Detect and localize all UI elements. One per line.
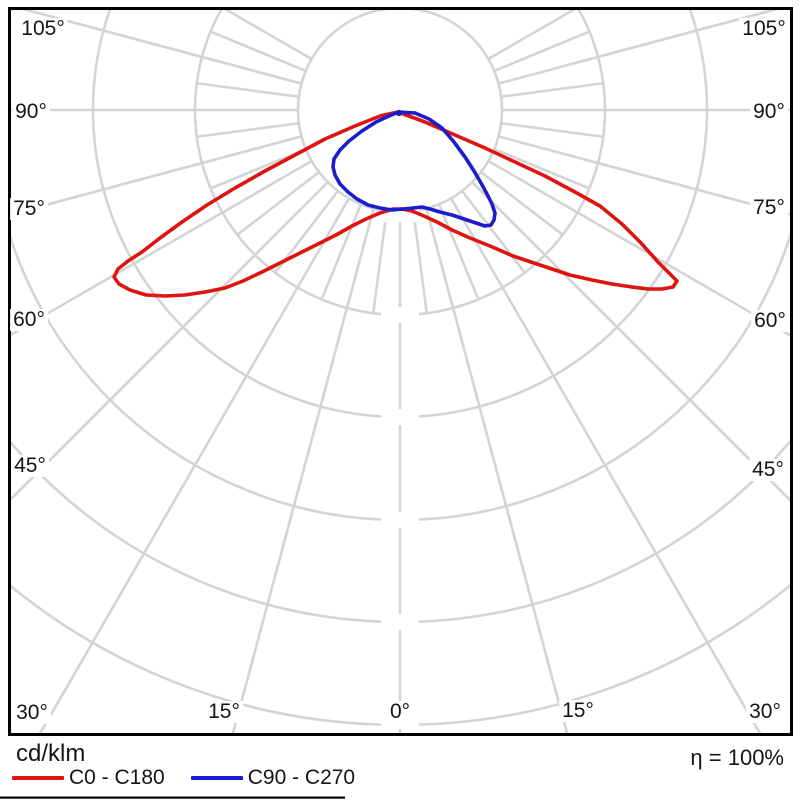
angle-label: 15°: [559, 699, 597, 723]
angle-label: 105°: [18, 17, 68, 41]
legend-swatch-c90: [190, 776, 243, 780]
angle-label: 45°: [749, 458, 787, 482]
curve-c90-c270: [331, 110, 497, 228]
angle-label: 30°: [746, 700, 784, 724]
angle-label: 60°: [10, 308, 48, 332]
angle-label: 75°: [10, 197, 48, 221]
efficiency-label: η = 100%: [690, 745, 784, 770]
angle-label: 90°: [12, 100, 50, 124]
angle-label: 0°: [386, 700, 414, 724]
legend-label-c0: C0 - C180: [69, 766, 165, 789]
plot-border: [8, 7, 793, 736]
legend-swatch-c0: [12, 776, 64, 780]
angle-label: 105°: [739, 17, 789, 41]
legend-label-c90: C90 - C270: [247, 766, 356, 789]
angle-label: 75°: [750, 196, 788, 220]
curve-c0-c180: [112, 110, 679, 298]
angle-label: 30°: [13, 701, 51, 725]
angle-label: 60°: [751, 309, 789, 333]
legend-item-c0: C0 - C180: [12, 766, 191, 790]
angle-label: 90°: [750, 100, 788, 124]
legend: C0 - C180 C90 - C270: [12, 766, 381, 790]
bottom-edge-line: [0, 796, 345, 799]
radial-tick-gaps: [381, 206, 419, 729]
unit-label: cd/klm: [16, 740, 86, 767]
angle-label: 15°: [205, 700, 243, 724]
angle-label: 45°: [11, 454, 49, 478]
legend-item-c90: C90 - C270: [190, 766, 381, 790]
curve-apex-marker: [395, 109, 403, 117]
